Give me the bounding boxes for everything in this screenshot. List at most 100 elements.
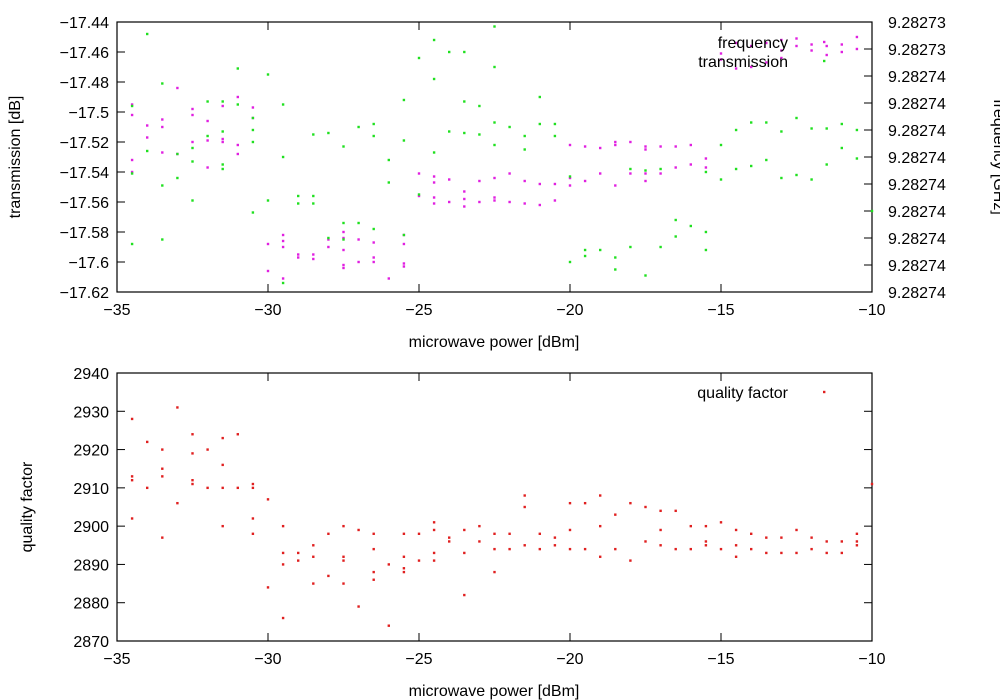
data-point-transmission [417,193,421,196]
x-tick-label: −10 [858,302,885,319]
y-tick-label: 2930 [73,404,109,421]
data-point-frequency [614,184,617,187]
y-tick-label: −17.56 [60,195,109,212]
data-point-quality-factor [780,536,783,539]
data-point-quality-factor [402,555,406,558]
top-legend: frequency transmission [698,35,826,71]
data-point-quality-factor [161,467,164,470]
transmission-frequency-chart: −35 −30 −25 −20 −15 −10 −17.44−17.46−17.48−17… [7,15,1000,351]
data-point-quality-factor [493,547,496,551]
data-point-frequency [417,172,421,175]
data-point-frequency [161,151,164,154]
data-point-transmission [387,181,390,184]
data-point-quality-factor [312,555,315,558]
y-tick-label: 2870 [73,634,109,651]
data-point-frequency [508,172,511,175]
data-point-frequency [719,58,723,61]
data-point-transmission [176,152,179,156]
data-point-transmission [599,248,602,252]
data-point-quality-factor [206,448,209,451]
data-point-quality-factor [750,547,753,551]
y-tick-label: 2890 [73,557,109,574]
data-point-frequency [659,172,662,175]
data-point-quality-factor [402,570,406,574]
data-point-transmission [432,38,436,42]
data-point-quality-factor [493,532,496,535]
bottom-legend-marks [823,390,826,394]
data-point-frequency [221,140,224,144]
data-point-transmission [327,131,330,135]
data-point-quality-factor [432,528,436,532]
data-point-frequency [297,256,300,259]
data-point-frequency [236,143,239,147]
data-point-quality-factor [281,524,285,528]
data-point-transmission [266,199,270,202]
data-point-transmission [357,125,360,129]
data-point-quality-factor [463,528,466,532]
data-point-frequency [493,199,496,202]
data-point-transmission [130,242,134,246]
data-point-transmission [553,134,557,138]
data-point-frequency [266,242,270,246]
data-point-transmission [689,224,692,228]
data-point-frequency [644,145,647,148]
data-point-frequency [176,86,179,90]
data-point-transmission [523,134,526,138]
data-point-frequency [191,107,194,111]
data-point-frequency [463,205,466,208]
data-point-frequency [463,197,466,201]
data-point-transmission [825,163,828,166]
data-point-quality-factor [327,574,330,578]
data-point-quality-factor [342,559,345,562]
data-point-frequency [130,170,134,174]
data-point-frequency [236,95,239,99]
data-point-quality-factor [719,547,723,551]
x-tick-label: −30 [254,302,281,319]
data-point-frequency [130,113,134,117]
data-point-frequency [599,146,602,150]
data-point-transmission [614,256,617,259]
data-point-frequency [357,260,360,264]
x-tick-label: −20 [556,651,583,668]
data-point-transmission [357,221,360,225]
data-point-transmission [870,209,874,213]
data-point-quality-factor [432,559,436,562]
data-point-quality-factor [327,532,330,535]
top-x-ticks: −35 −30 −25 −20 −15 −10 [103,22,886,319]
data-point-frequency [342,263,345,267]
data-point-frequency [568,176,572,180]
data-point-transmission [432,151,436,154]
bottom-legend: quality factor [697,385,826,402]
data-point-quality-factor [780,551,783,555]
data-point-quality-factor [342,524,345,528]
data-point-transmission [795,173,798,177]
data-point-frequency [297,253,300,256]
data-point-frequency [765,61,768,64]
data-point-quality-factor [765,536,768,539]
data-point-quality-factor [629,501,632,505]
data-point-frequency [765,41,768,45]
data-point-transmission [146,149,149,153]
data-point-frequency [206,166,209,169]
data-point-frequency [704,166,708,169]
data-point-frequency [659,145,662,148]
x-tick-label: −10 [858,651,885,668]
data-point-quality-factor [146,486,149,490]
data-point-quality-factor [281,551,285,555]
data-point-transmission [659,245,662,249]
data-point-transmission [810,178,813,181]
y-tick-label: 2900 [73,519,109,536]
data-point-transmission [523,148,526,151]
data-point-frequency [780,38,783,42]
data-point-frequency [478,179,481,183]
data-point-transmission [130,104,134,108]
data-point-quality-factor [644,505,647,509]
data-point-quality-factor [176,501,179,505]
data-point-transmission [130,172,134,175]
data-point-quality-factor [402,532,406,535]
data-point-quality-factor [734,544,738,547]
data-point-frequency [553,182,557,186]
data-point-frequency [417,194,421,198]
data-point-frequency [478,200,481,204]
data-point-transmission [176,176,179,180]
